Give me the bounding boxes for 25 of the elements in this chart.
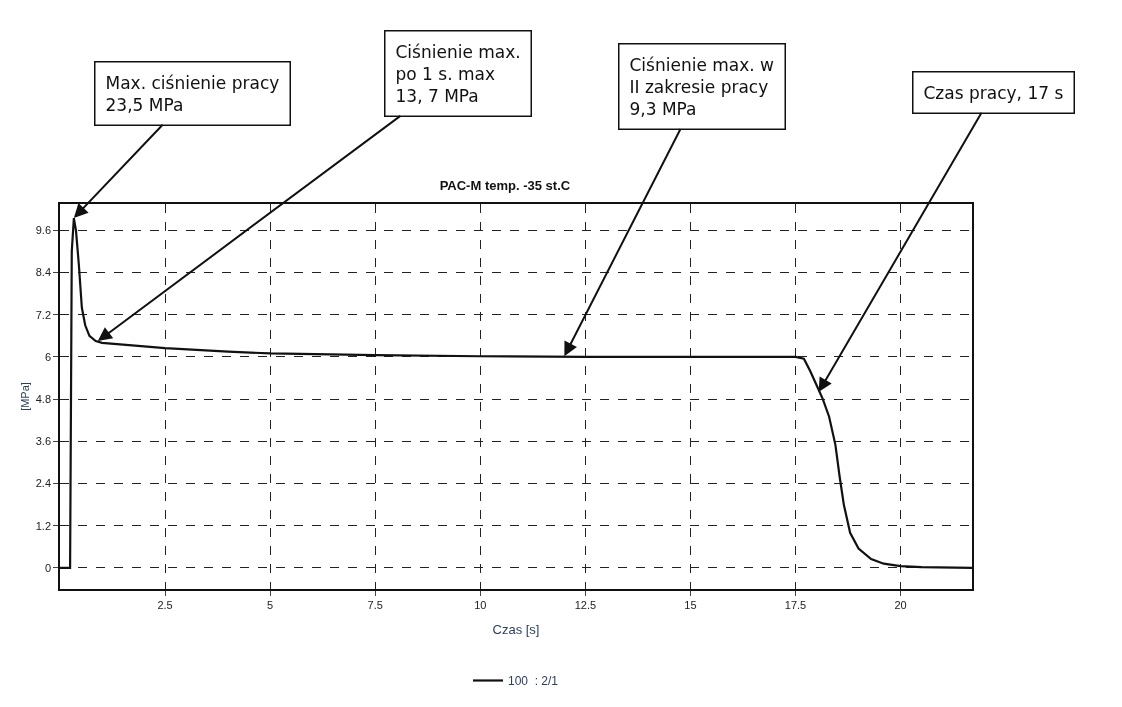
y-tick-label: 2.4: [35, 477, 52, 490]
annotation: Ciśnienie max. po 1 s. max 13, 7 MPa: [395, 41, 521, 106]
x-tick-label: 7.5: [367, 598, 383, 611]
x-tick-label: 5: [267, 598, 274, 611]
annotation: Ciśnienie max. w II zakresie pracy 9,3 MPa: [629, 54, 775, 119]
x-tick-label: 10: [474, 598, 487, 611]
x-tick-label: 2.5: [157, 598, 173, 611]
legend-label: 100 : 2/1: [508, 674, 559, 689]
y-tick-label: 3.6: [35, 435, 52, 448]
x-tick-label: 12.5: [574, 598, 597, 611]
annotation: Max. ciśnienie pracy 23,5 MPa: [105, 72, 280, 115]
annotation: Czas pracy, 17 s: [923, 82, 1064, 103]
x-tick-label: 17.5: [784, 598, 807, 611]
x-tick-label: 20: [894, 598, 907, 611]
y-tick-label: 6: [44, 350, 52, 363]
x-axis-title: Czas [s]: [492, 622, 540, 638]
chart-title: PAC-M temp. -35 st.C: [439, 178, 571, 193]
x-tick-label: 15: [684, 598, 697, 611]
y-tick-label: 9.6: [35, 224, 52, 237]
y-tick-label: 4.8: [35, 392, 52, 405]
y-tick-label: 8.4: [35, 266, 52, 279]
y-tick-label: 7.2: [35, 308, 52, 321]
y-axis-title: [MPa]: [18, 382, 31, 411]
y-tick-label: 0: [44, 561, 52, 574]
y-tick-label: 1.2: [35, 519, 52, 532]
